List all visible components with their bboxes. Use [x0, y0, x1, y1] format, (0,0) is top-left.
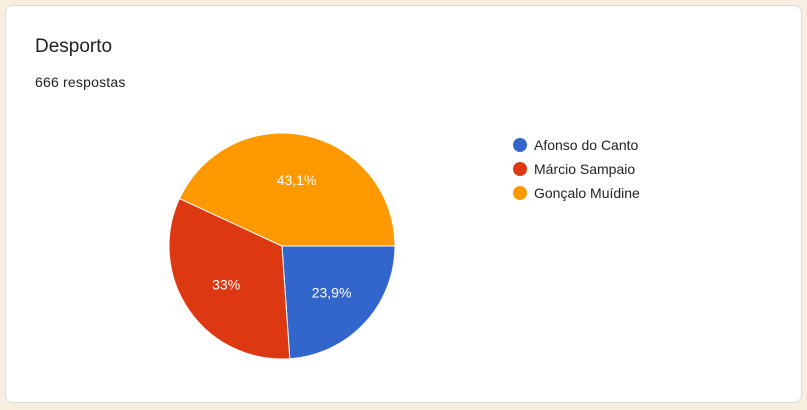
legend-swatch-icon — [513, 186, 527, 200]
response-count: 666 respostas — [35, 74, 126, 90]
slice-label: 33% — [212, 276, 240, 292]
slice-label: 43,1% — [277, 172, 317, 188]
legend-swatch-icon — [513, 138, 527, 152]
pie-slice[interactable] — [168, 197, 291, 360]
legend-swatch-icon — [513, 162, 527, 176]
pie-slice[interactable] — [178, 132, 396, 247]
legend-item[interactable]: Afonso do Canto — [513, 133, 640, 157]
slice-label: 23,9% — [312, 284, 352, 300]
pie-chart: 23,9% 33% 43,1% — [168, 132, 396, 360]
legend-label: Gonçalo Muídine — [534, 185, 640, 201]
chart-card: Desporto 666 respostas 23,9% 33% 43,1% Afo… — [5, 5, 802, 403]
question-title: Desporto — [35, 36, 113, 57]
pie-slice[interactable] — [281, 245, 396, 360]
legend-item[interactable]: Gonçalo Muídine — [513, 181, 640, 205]
legend-label: Márcio Sampaio — [534, 161, 636, 177]
legend-label: Afonso do Canto — [534, 137, 639, 153]
legend: Afonso do Canto Márcio Sampaio Gonçalo M… — [513, 133, 640, 205]
legend-item[interactable]: Márcio Sampaio — [513, 157, 640, 181]
